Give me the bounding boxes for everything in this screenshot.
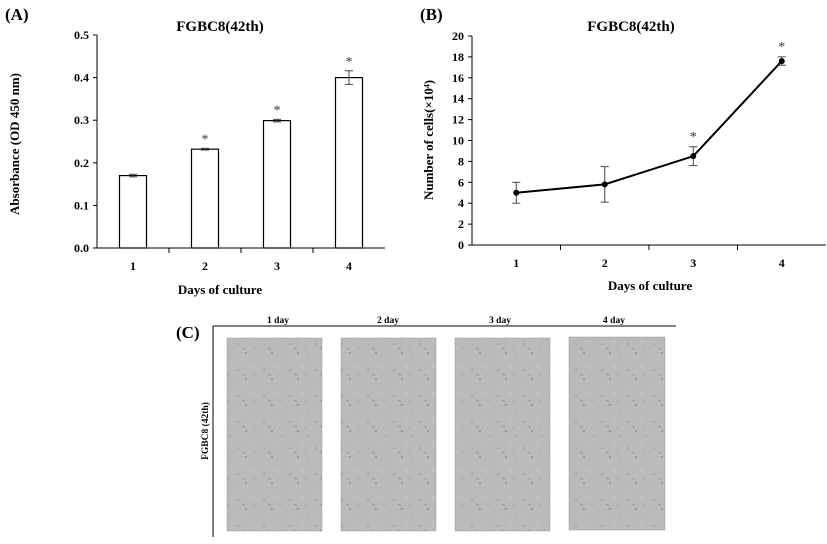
chart-b-y-tick-label: 12 [452, 113, 464, 127]
chart-b-line: FGBC8(42th) Days of culture Number of ce… [421, 19, 826, 293]
day-label-4: 4 day [603, 316, 625, 326]
micrograph-day-4 [568, 336, 666, 531]
chart-b-xlabel: Days of culture [608, 278, 692, 293]
chart-b-y-tick-label: 8 [458, 154, 464, 168]
bar-day-4 [334, 76, 364, 249]
chart-b-x-tick-label: 3 [690, 256, 696, 270]
data-point-day-4 [778, 58, 785, 65]
panel-b-label: (B) [420, 5, 443, 24]
significance-marker-day-4: * [778, 40, 785, 55]
day-label-1: 1 day [267, 316, 289, 326]
data-point-day-2 [601, 181, 608, 188]
chart-a-y-tick-label: 0.5 [74, 28, 89, 42]
chart-b-title: FGBC8(42th) [587, 19, 675, 35]
significance-marker-day-3: * [690, 130, 697, 145]
chart-b-ylabel: Number of cells(×10⁴) [421, 80, 436, 200]
chart-b-y-tick-label: 16 [452, 71, 464, 85]
micrograph-panel: FGBC8 (42th) 1 day 2 day 3 day 4 day [200, 316, 676, 537]
chart-b-y-tick-label: 14 [452, 92, 464, 106]
bar-day-1 [118, 174, 148, 249]
day-label-2: 2 day [377, 316, 399, 326]
panel-a-label: (A) [5, 5, 29, 24]
chart-a-y-tick-label: 0.1 [74, 198, 89, 212]
chart-a-ylabel: Absorbance (OD 450 nm) [7, 73, 22, 215]
chart-a-bar: FGBC8(42th) Days of culture Absorbance (… [7, 19, 385, 297]
chart-a-title: FGBC8(42th) [176, 19, 264, 35]
chart-b-y-tick-label: 6 [458, 175, 464, 189]
chart-b-y-tick-label: 20 [452, 29, 464, 43]
chart-a-x-tick-label: 4 [346, 259, 352, 273]
micrograph-day-3 [454, 337, 551, 532]
bar-day-2 [190, 148, 220, 249]
chart-b-x-tick-label: 1 [513, 256, 519, 270]
chart-b-x-tick-label: 4 [779, 256, 785, 270]
data-point-day-3 [690, 153, 697, 160]
chart-a-x-tick-label: 1 [130, 259, 136, 273]
significance-marker-day-3: * [274, 103, 281, 118]
chart-a-xlabel: Days of culture [178, 282, 262, 297]
data-point-day-1 [513, 189, 520, 196]
chart-a-y-tick-label: 0.3 [74, 113, 89, 127]
significance-marker-day-2: * [202, 132, 209, 147]
panel-c-label: (C) [176, 323, 200, 342]
chart-b-y-tick-label: 0 [458, 238, 464, 252]
series-line [516, 60, 783, 194]
micrograph-row-label: FGBC8 (42th) [200, 402, 211, 460]
chart-b-y-tick-label: 10 [452, 134, 464, 148]
chart-a-x-tick-label: 2 [202, 259, 208, 273]
day-label-3: 3 day [489, 316, 511, 326]
micrograph-day-2 [340, 337, 437, 532]
chart-a-y-tick-label: 0.0 [74, 241, 89, 255]
chart-a-x-tick-label: 3 [274, 259, 280, 273]
chart-a-y-tick-label: 0.4 [74, 71, 89, 85]
chart-b-y-tick-label: 4 [458, 196, 464, 210]
significance-marker-day-4: * [346, 55, 353, 70]
chart-b-y-tick-label: 2 [458, 217, 464, 231]
chart-b-x-tick-label: 2 [602, 256, 608, 270]
bar-day-3 [262, 120, 292, 249]
chart-a-y-tick-label: 0.2 [74, 156, 89, 170]
micrograph-day-1 [226, 337, 323, 532]
chart-b-y-tick-label: 18 [452, 50, 464, 64]
chart-a-plot-area: 0.0 0.1 0.2 0.3 0.4 0.5 1 * 2 * 3 * 4 [74, 28, 385, 273]
